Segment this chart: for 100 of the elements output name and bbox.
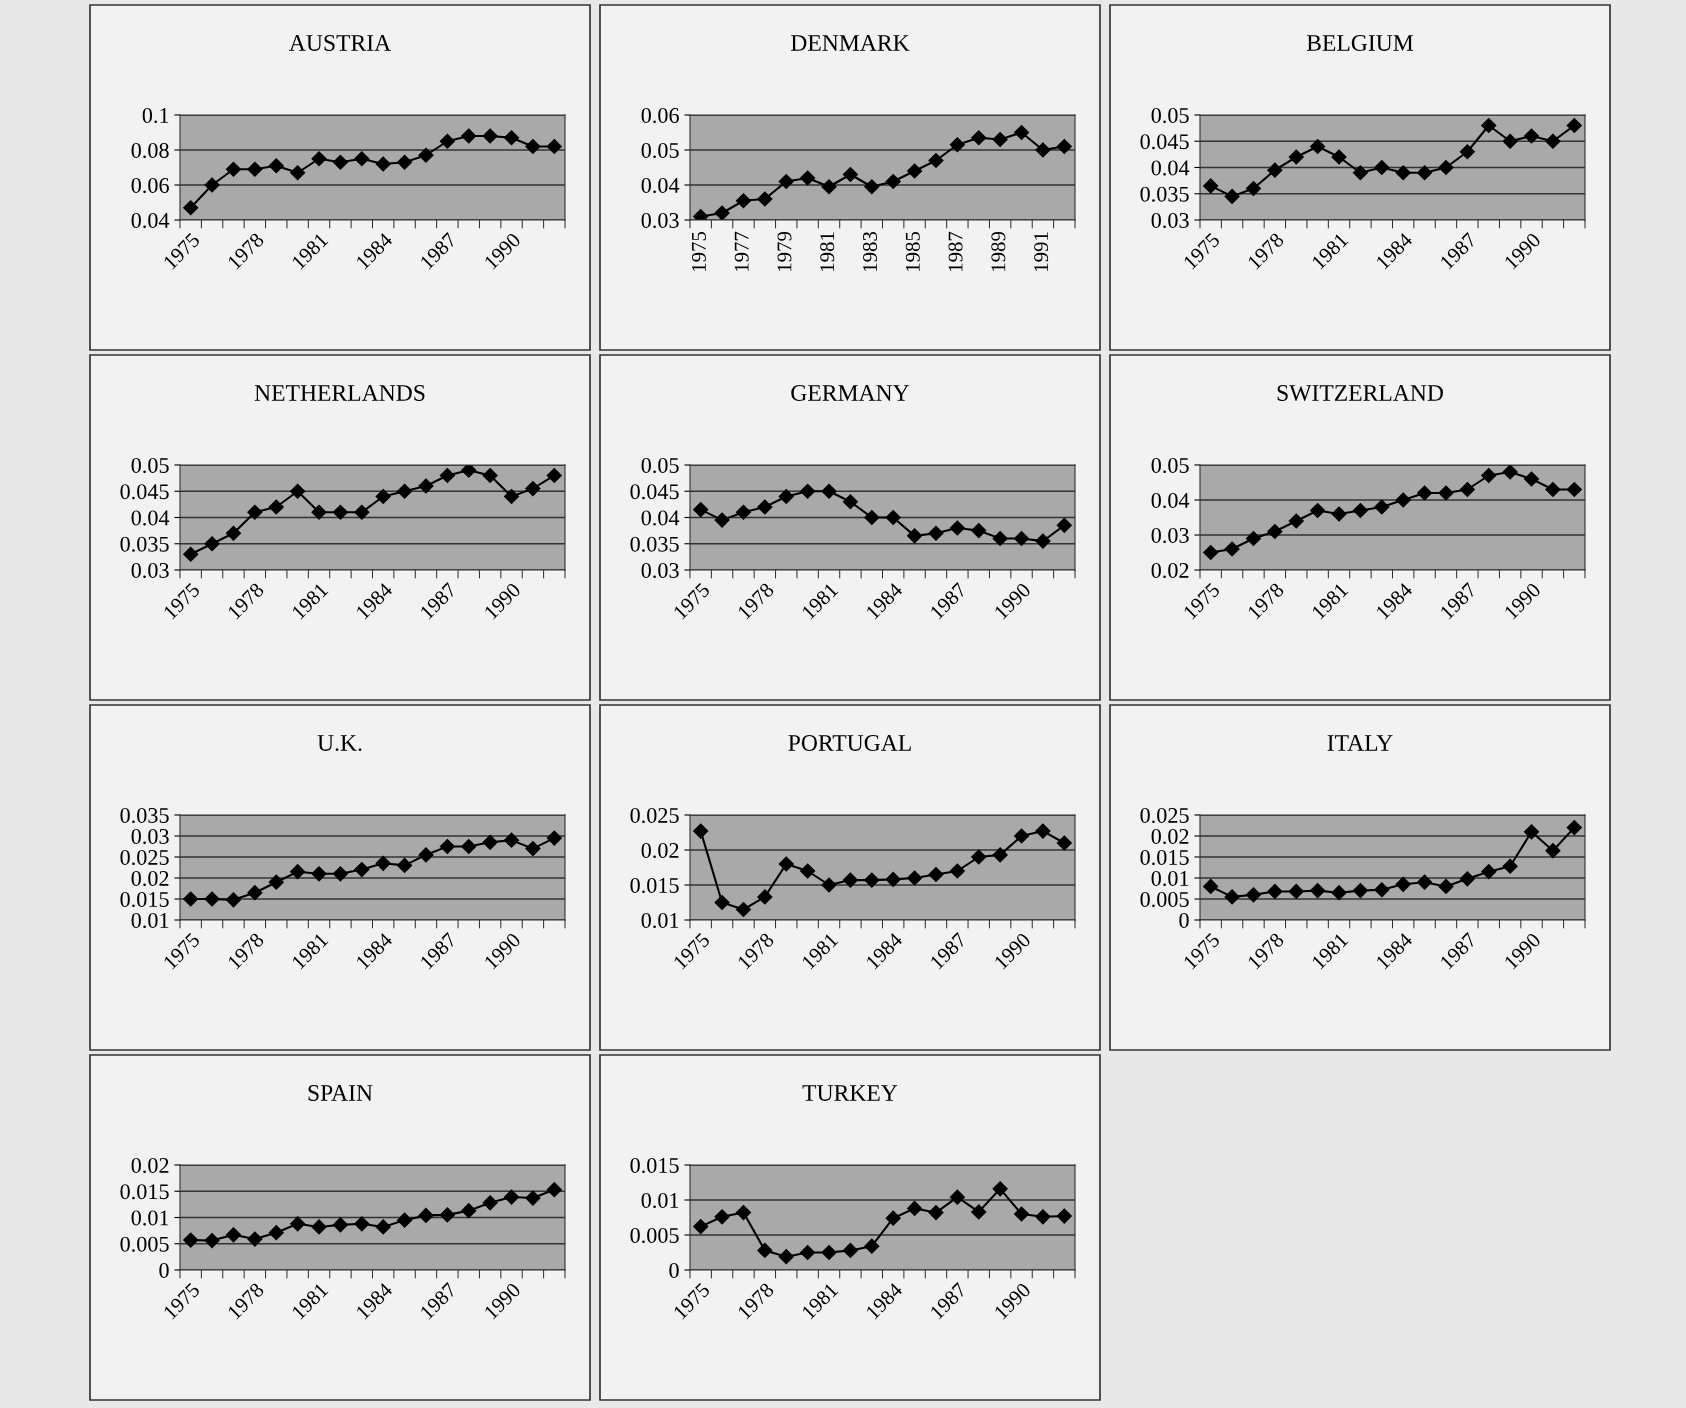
point bbox=[821, 877, 837, 893]
y-tick-label: 0.01 bbox=[1151, 870, 1189, 887]
point bbox=[1459, 481, 1475, 498]
point bbox=[1417, 165, 1433, 181]
point bbox=[864, 179, 880, 195]
point bbox=[546, 467, 562, 484]
y-tick-label: 0.005 bbox=[1140, 891, 1189, 908]
point bbox=[821, 179, 837, 195]
point bbox=[693, 502, 709, 518]
point bbox=[461, 838, 477, 855]
point bbox=[928, 525, 944, 541]
x-tick-label: 1991 bbox=[1034, 232, 1049, 271]
point bbox=[800, 1244, 816, 1261]
point bbox=[778, 173, 794, 190]
y-tick-label: 0.02 bbox=[641, 842, 679, 859]
y-tick-label: 0.01 bbox=[641, 912, 679, 929]
point bbox=[225, 161, 242, 177]
y-tick-label: 0 bbox=[669, 1262, 679, 1278]
point bbox=[268, 499, 284, 515]
chart-title: TURKEY bbox=[802, 1085, 898, 1101]
point bbox=[885, 1210, 901, 1226]
point bbox=[714, 512, 730, 528]
point bbox=[714, 894, 730, 911]
point bbox=[1481, 864, 1497, 880]
point bbox=[800, 483, 816, 499]
point bbox=[949, 863, 965, 879]
point bbox=[354, 151, 370, 167]
point bbox=[1203, 178, 1219, 194]
x-tick-label: 1979 bbox=[777, 231, 792, 271]
point bbox=[204, 891, 220, 907]
point bbox=[992, 530, 1008, 547]
y-tick-label: 0.045 bbox=[120, 484, 169, 500]
point bbox=[778, 1249, 794, 1265]
point bbox=[735, 504, 752, 520]
chart-title: BELGIUM bbox=[1306, 35, 1414, 51]
point bbox=[757, 499, 773, 515]
point bbox=[439, 838, 455, 855]
y-tick-label: 0.03 bbox=[131, 828, 169, 845]
y-tick-label: 0.01 bbox=[641, 1192, 679, 1209]
point bbox=[268, 874, 284, 890]
point bbox=[1035, 142, 1051, 158]
point bbox=[503, 1189, 520, 1205]
y-tick-label: 0.08 bbox=[131, 142, 169, 159]
point bbox=[525, 841, 541, 857]
point bbox=[1288, 513, 1304, 529]
point bbox=[1267, 523, 1283, 540]
point bbox=[311, 1219, 327, 1235]
point bbox=[247, 504, 263, 520]
y-tick-label: 0.05 bbox=[641, 142, 679, 159]
point bbox=[461, 465, 477, 478]
point bbox=[1056, 1208, 1072, 1224]
point bbox=[778, 856, 794, 872]
y-tick-label: 0.05 bbox=[641, 457, 679, 474]
point bbox=[1523, 471, 1540, 487]
point bbox=[482, 467, 498, 484]
point bbox=[375, 1219, 391, 1235]
point bbox=[821, 1244, 837, 1261]
point bbox=[1395, 492, 1411, 508]
point bbox=[1310, 883, 1326, 899]
y-tick-label: 0.05 bbox=[1151, 457, 1189, 474]
y-tick-label: 0.015 bbox=[120, 1184, 169, 1200]
point bbox=[482, 1195, 498, 1211]
point bbox=[1502, 465, 1518, 480]
y-tick-label: 0.025 bbox=[1140, 807, 1189, 824]
point bbox=[1417, 485, 1433, 501]
point bbox=[1013, 124, 1030, 141]
point bbox=[397, 1212, 413, 1228]
point bbox=[778, 488, 794, 505]
point bbox=[928, 152, 944, 169]
x-tick-label: 1989 bbox=[991, 231, 1006, 271]
point bbox=[885, 509, 901, 526]
point bbox=[949, 520, 965, 536]
point bbox=[418, 847, 434, 863]
point bbox=[183, 200, 199, 216]
point bbox=[247, 885, 263, 901]
y-tick-label: 0.03 bbox=[641, 562, 679, 579]
point bbox=[1310, 138, 1326, 155]
point bbox=[757, 889, 773, 905]
point bbox=[1203, 878, 1219, 894]
point bbox=[375, 156, 391, 172]
point bbox=[928, 1205, 944, 1221]
point bbox=[1481, 467, 1497, 484]
y-tick-label: 0.02 bbox=[1151, 828, 1189, 845]
point bbox=[482, 834, 498, 850]
chart-title: AUSTRIA bbox=[289, 35, 391, 51]
point bbox=[546, 138, 562, 155]
y-tick-label: 0.03 bbox=[1151, 527, 1189, 544]
point bbox=[332, 866, 348, 882]
point bbox=[332, 1217, 348, 1233]
point bbox=[332, 504, 348, 520]
point bbox=[1566, 820, 1582, 836]
point bbox=[503, 832, 520, 848]
point bbox=[546, 830, 562, 846]
point bbox=[885, 871, 901, 887]
point bbox=[693, 1219, 709, 1235]
point bbox=[1523, 128, 1540, 144]
point bbox=[225, 1227, 242, 1243]
point bbox=[1288, 149, 1304, 165]
point bbox=[885, 173, 901, 190]
point bbox=[1267, 883, 1283, 900]
